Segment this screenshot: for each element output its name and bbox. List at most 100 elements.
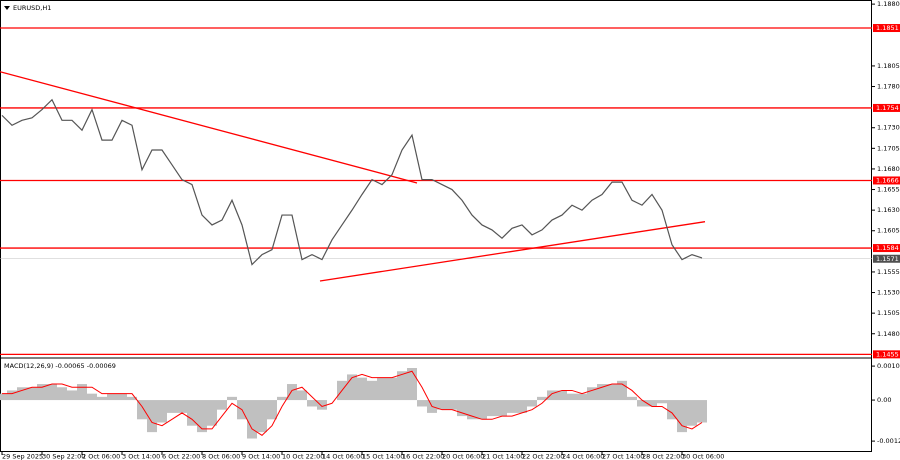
- macd-bar: [577, 393, 587, 401]
- macd-bar: [137, 400, 147, 420]
- macd-bar: [187, 400, 197, 426]
- macd-bar: [697, 400, 707, 423]
- x-tick-label: 14 Oct 06:00: [322, 453, 364, 460]
- macd-bar: [367, 380, 377, 401]
- last-price-label: 1.1571: [876, 255, 899, 263]
- macd-bar: [547, 390, 557, 401]
- macd-title: MACD(12,26,9) -0.00065 -0.00069: [4, 362, 116, 370]
- trend-line: [0, 71, 418, 184]
- y-tick-label: 1.1680: [877, 165, 900, 173]
- level-label-box: [873, 244, 900, 253]
- x-tick-label: 22 Oct 22:00: [522, 453, 564, 460]
- signal-line: [2, 370, 703, 436]
- y-tick-label: 1.1480: [877, 330, 900, 338]
- y-tick-label: 1.1605: [877, 227, 900, 235]
- y-tick-label: 1.1780: [877, 83, 900, 91]
- x-tick-label: 28 Oct 22:00: [642, 453, 684, 460]
- macd-bar: [0, 393, 7, 401]
- macd-bar: [527, 400, 537, 407]
- macd-bar: [307, 400, 317, 407]
- x-tick-label: 15 Oct 14:00: [362, 453, 404, 460]
- macd-bar: [297, 390, 307, 401]
- level-label-box: [873, 103, 900, 112]
- symbol-menu-icon[interactable]: [4, 6, 10, 10]
- macd-bar: [437, 400, 447, 410]
- macd-bar: [497, 400, 507, 417]
- level-label: 1.1851: [876, 24, 899, 32]
- macd-bar: [117, 393, 127, 401]
- macd-bar: [407, 368, 417, 401]
- macd-bar: [77, 384, 87, 401]
- level-label-box: [873, 176, 900, 185]
- macd-bar: [647, 400, 657, 407]
- level-label: 1.1754: [876, 104, 899, 112]
- macd-bar: [57, 387, 67, 401]
- x-tick-label: 3 Oct 14:00: [122, 453, 160, 460]
- level-label: 1.1584: [876, 244, 899, 252]
- macd-bar: [17, 387, 27, 401]
- macd-bar: [507, 400, 517, 413]
- x-tick-label: 2 Oct 06:00: [82, 453, 120, 460]
- macd-bar: [287, 384, 297, 401]
- macd-bar: [557, 390, 567, 401]
- level-label-box: [873, 350, 900, 359]
- x-tick-label: 20 Oct 06:00: [442, 453, 484, 460]
- level-label: 1.1666: [876, 176, 899, 184]
- macd-bar: [637, 400, 647, 407]
- x-tick-label: 21 Oct 14:00: [482, 453, 524, 460]
- x-tick-label: 16 Oct 22:00: [402, 453, 444, 460]
- x-tick-label: 6 Oct 22:00: [162, 453, 200, 460]
- last-price-box: [873, 254, 900, 263]
- macd-bar: [607, 384, 617, 401]
- macd-bar: [477, 400, 487, 420]
- x-tick-label: 27 Oct 14:00: [602, 453, 644, 460]
- macd-bar: [217, 400, 227, 410]
- macd-bar: [317, 400, 327, 410]
- x-tick-label: 30 Sep 22:00: [42, 453, 85, 460]
- plot-frame: [0, 0, 872, 452]
- macd-bar: [617, 380, 627, 401]
- macd-bar: [447, 400, 457, 410]
- macd-bar: [67, 390, 77, 401]
- macd-bar: [177, 400, 187, 413]
- macd-bar: [207, 400, 217, 426]
- macd-bar: [677, 400, 687, 433]
- y-tick-label: 0.00: [877, 396, 891, 404]
- x-tick-label: 30 Oct 06:00: [682, 453, 724, 460]
- x-tick-label: 9 Oct 14:00: [242, 453, 280, 460]
- macd-bar: [127, 396, 137, 401]
- macd-bar: [87, 393, 97, 401]
- macd-bar: [397, 371, 407, 401]
- macd-bar: [97, 396, 107, 401]
- y-tick-label: 0.00106: [877, 362, 900, 370]
- macd-bar: [197, 400, 207, 433]
- y-tick-label: 1.1880: [877, 0, 900, 8]
- macd-bar: [157, 400, 167, 423]
- macd-bar: [347, 374, 357, 401]
- macd-bar: [387, 377, 397, 401]
- macd-bar: [667, 400, 677, 420]
- y-tick-label: -0.00128: [877, 437, 900, 445]
- macd-bar: [277, 396, 287, 401]
- y-tick-label: 1.1555: [877, 268, 900, 276]
- macd-bar: [417, 400, 427, 407]
- macd-bar: [167, 400, 177, 413]
- macd-bar: [147, 400, 157, 433]
- y-tick-label: 1.1630: [877, 206, 900, 214]
- level-label-box: [873, 24, 900, 33]
- x-tick-label: 24 Oct 06:00: [562, 453, 604, 460]
- macd-bar: [27, 387, 37, 401]
- macd-bar: [7, 390, 17, 401]
- macd-bar: [627, 396, 637, 401]
- macd-bar: [267, 400, 277, 420]
- macd-bar: [357, 377, 367, 401]
- macd-bar: [567, 393, 577, 401]
- macd-bar: [377, 377, 387, 401]
- macd-bar: [537, 396, 547, 401]
- y-tick-label: 1.1805: [877, 62, 900, 70]
- x-tick-label: 29 Sep 2025: [2, 453, 43, 460]
- macd-bar: [257, 400, 267, 433]
- macd-bar: [37, 384, 47, 401]
- macd-bar: [687, 400, 697, 426]
